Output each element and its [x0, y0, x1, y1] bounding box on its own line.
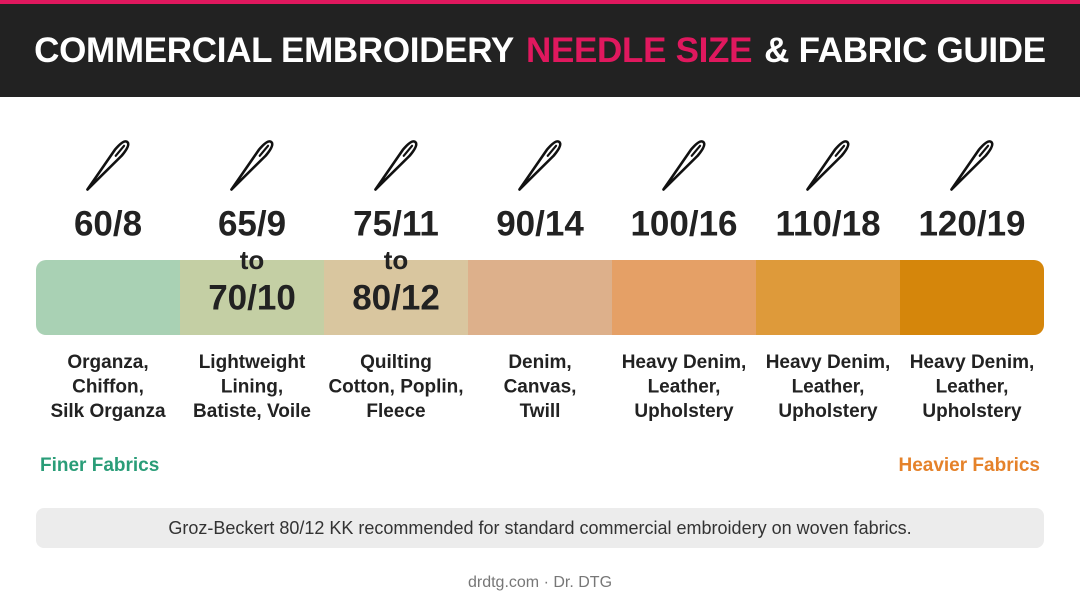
title-accent: NEEDLE SIZE	[525, 30, 753, 70]
needle-icon	[950, 140, 994, 191]
size-label: 65/9	[218, 204, 286, 243]
title: COMMERCIAL EMBROIDERY	[34, 30, 514, 70]
needle-eye	[402, 144, 414, 157]
size-label: to	[384, 245, 409, 275]
fabric-label: Organza,	[67, 352, 148, 373]
bar-segment	[324, 260, 469, 335]
needle-eye	[546, 144, 558, 157]
fabric-label: Heavy Denim,	[622, 352, 747, 373]
scale-left: Finer Fabrics	[40, 455, 159, 476]
needle-icon	[518, 140, 562, 191]
scale-right: Heavier Fabrics	[898, 455, 1040, 476]
size-label: 80/12	[352, 278, 440, 317]
needle-eye	[258, 144, 270, 157]
size-label: 75/11	[353, 204, 439, 243]
accent-line	[0, 0, 1080, 4]
fabric-label: Upholstery	[634, 401, 734, 422]
fabric-label: Canvas,	[504, 377, 577, 398]
fabric-label: Upholstery	[778, 401, 878, 422]
bar-segment	[468, 260, 613, 335]
needle-icon	[374, 140, 418, 191]
bar-segment	[36, 260, 181, 335]
header: COMMERCIAL EMBROIDERY NEEDLE SIZE & FABR…	[0, 4, 1080, 97]
fabric-label: Leather,	[936, 377, 1009, 398]
bar-segment	[180, 260, 325, 335]
bar-segment	[612, 260, 757, 335]
fabric-label: Upholstery	[922, 401, 1022, 422]
fabric-label: Heavy Denim,	[910, 352, 1035, 373]
fabric-label: Leather,	[792, 377, 865, 398]
needle-icon	[86, 140, 130, 191]
bar-segment	[900, 260, 1044, 335]
title: & FABRIC GUIDE	[764, 30, 1046, 70]
size-label: 120/19	[918, 204, 1025, 243]
bar-segment	[756, 260, 901, 335]
size-label: 110/18	[775, 204, 880, 243]
fabric-label: Quilting	[360, 352, 432, 373]
size-label: to	[240, 245, 265, 275]
footer: drdtg.com · Dr. DTG	[467, 574, 613, 591]
needle-eye	[978, 144, 990, 157]
fabric-label: Silk Organza	[50, 401, 166, 422]
size-label: 60/8	[74, 204, 142, 243]
fabric-label: Twill	[520, 401, 561, 422]
needle-icon	[662, 140, 706, 191]
fabric-label: Leather,	[648, 377, 721, 398]
needle-eye	[114, 144, 126, 157]
size-label: 100/16	[630, 204, 737, 243]
needle-eye	[834, 144, 846, 157]
needle-icon	[230, 140, 274, 191]
fabric-label: Lining,	[221, 377, 283, 398]
bar	[36, 260, 1044, 335]
fabric-label: Heavy Denim,	[766, 352, 891, 373]
fabric-label: Cotton, Poplin,	[328, 377, 463, 398]
fabric-label: Denim,	[508, 352, 571, 373]
fabric-label: Batiste, Voile	[193, 401, 311, 422]
size-label: 90/14	[496, 204, 584, 243]
fabric-label: Chiffon,	[72, 377, 144, 398]
note: Groz-Beckert 80/12 KK recommended for st…	[36, 508, 1044, 548]
fabric-label: Fleece	[366, 401, 425, 422]
needle-icon	[806, 140, 850, 191]
fabric-label: Lightweight	[199, 352, 306, 373]
size-label: 70/10	[208, 278, 296, 317]
needle-eye	[690, 144, 702, 157]
